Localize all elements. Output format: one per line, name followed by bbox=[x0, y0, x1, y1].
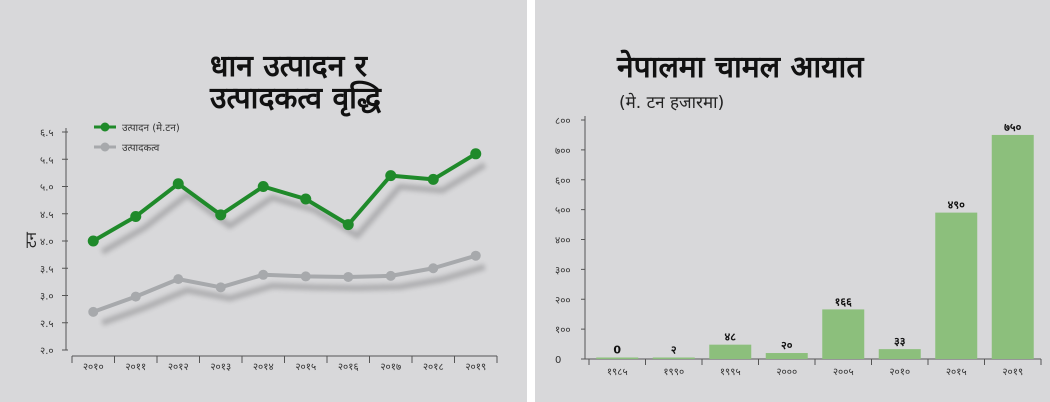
bar-chart: 0 १०० २०० ३०० ४०० ५०० ६०० ७०० ८०० 0 १९८५ २ १९९० ४८ १९९… bbox=[555, 116, 1042, 378]
series-2-point bbox=[173, 274, 184, 285]
bar-value-label: २० bbox=[781, 339, 793, 352]
x-tick-label: २०१७ bbox=[380, 362, 401, 373]
bar-chart-subtitle: (मे. टन हजारमा) bbox=[619, 93, 725, 113]
series-2-point bbox=[385, 270, 396, 281]
y-tick-label: ४०० bbox=[555, 236, 571, 247]
x-tick-label: २०१० bbox=[889, 367, 910, 378]
series-2-point bbox=[215, 282, 226, 293]
y-tick-label: ३०० bbox=[555, 265, 571, 276]
series-1-point bbox=[300, 193, 312, 205]
y-axis-label: टन bbox=[22, 231, 40, 248]
y-tick-label: ८०० bbox=[555, 116, 571, 127]
bar-value-label: १६६ bbox=[835, 295, 852, 308]
line-chart: २.० २.५ ३.० ३.५ ४.० ४.५ ५.० ५.५ ६.५ टन २०१० २०११ २०१… bbox=[22, 122, 498, 373]
y-tick-label: २०० bbox=[555, 295, 571, 306]
x-tick-label: १९८५ bbox=[607, 367, 628, 378]
series-2-point bbox=[343, 271, 354, 282]
x-tick-label: २०१५ bbox=[295, 362, 316, 373]
x-tick-label: २०११ bbox=[125, 362, 146, 373]
y-tick-label: ६.५ bbox=[40, 128, 54, 139]
series-line-2 bbox=[92, 253, 477, 314]
series-2-point bbox=[428, 263, 439, 274]
y-tick-label: ५०० bbox=[555, 206, 571, 217]
bar-value-label: 0 bbox=[613, 344, 621, 357]
bar-chart-title: नेपालमा चामल आयात bbox=[617, 50, 864, 85]
x-tick-label: २०१४ bbox=[253, 362, 274, 373]
x-tick-label: २०१९ bbox=[465, 362, 486, 373]
bar bbox=[935, 212, 978, 359]
bar bbox=[709, 344, 752, 359]
y-tick-label: ६०० bbox=[555, 176, 571, 187]
series-1-point bbox=[130, 210, 142, 222]
line-chart-title-line-1: धान उत्पादन र bbox=[210, 49, 368, 84]
bar-value-label: ३३ bbox=[894, 335, 906, 348]
series-1-point bbox=[257, 181, 269, 192]
x-tick-label: २०१० bbox=[83, 362, 104, 373]
y-tick-label: २.० bbox=[40, 346, 54, 357]
y-tick-label: ३.५ bbox=[40, 264, 54, 275]
y-tick-label: ७०० bbox=[555, 146, 571, 157]
bar bbox=[652, 357, 695, 359]
legend-marker-2 bbox=[100, 142, 110, 152]
x-tick-label: २०१८ bbox=[423, 362, 444, 373]
x-tick-label: १९९० bbox=[663, 367, 684, 378]
y-tick-label: ४.५ bbox=[40, 210, 54, 221]
x-tick-label: २०१९ bbox=[1002, 367, 1023, 378]
series-1-point bbox=[427, 173, 439, 185]
series-1-point bbox=[385, 170, 397, 182]
bar bbox=[991, 134, 1034, 359]
series-2-point bbox=[130, 291, 141, 302]
series-shadow-2 bbox=[101, 263, 486, 326]
y-tick-label: ४.० bbox=[40, 237, 54, 248]
legend-marker-1 bbox=[100, 122, 110, 132]
series-1-point bbox=[87, 235, 99, 247]
x-tick-label: २०१२ bbox=[168, 362, 189, 373]
series-2-point bbox=[88, 306, 99, 317]
line-chart-title-line-2: उत्पादकत्व वृद्धि bbox=[210, 81, 381, 116]
series-2-point bbox=[470, 250, 481, 261]
series-1-point bbox=[342, 219, 354, 231]
x-tick-label: २००० bbox=[776, 367, 797, 378]
series-line-1 bbox=[92, 152, 477, 243]
bar-value-label: ४९० bbox=[948, 199, 965, 212]
y-tick-label: २.५ bbox=[40, 319, 54, 330]
legend-label-1: उत्पादन (मे.टन) bbox=[122, 122, 180, 134]
production-chart-panel: धान उत्पादन र उत्पादकत्व वृद्धि २.० २.५ ३.… bbox=[0, 0, 527, 402]
bar-value-label: २ bbox=[671, 344, 677, 357]
y-tick-label: ३.० bbox=[40, 292, 54, 303]
series-1-point bbox=[172, 178, 184, 190]
rice-import-chart-panel: नेपालमा चामल आयात (मे. टन हजारमा) 0 १०० २०… bbox=[535, 0, 1050, 402]
bar bbox=[765, 353, 808, 359]
series-1-point bbox=[215, 209, 227, 221]
bar-value-label: ७५० bbox=[1004, 121, 1021, 134]
y-tick-label: १०० bbox=[555, 325, 571, 336]
bar bbox=[822, 309, 865, 359]
x-tick-label: १९९५ bbox=[720, 367, 741, 378]
x-tick-label: २०१३ bbox=[210, 362, 231, 373]
series-shadow-1 bbox=[100, 162, 487, 255]
bar-value-label: ४८ bbox=[725, 331, 737, 344]
bar bbox=[596, 357, 639, 359]
series-1-point bbox=[470, 148, 482, 160]
x-tick-label: २०१६ bbox=[338, 362, 359, 373]
x-tick-label: २००५ bbox=[833, 367, 854, 378]
bar bbox=[878, 349, 921, 359]
series-2-point bbox=[300, 271, 311, 282]
legend-label-2: उत्पादकत्व bbox=[122, 143, 160, 154]
y-tick-label: ५.० bbox=[40, 183, 54, 194]
y-tick-label: 0 bbox=[555, 355, 561, 366]
series-2-point bbox=[258, 269, 269, 280]
y-tick-label: ५.५ bbox=[40, 155, 54, 166]
x-tick-label: २०१५ bbox=[946, 367, 967, 378]
